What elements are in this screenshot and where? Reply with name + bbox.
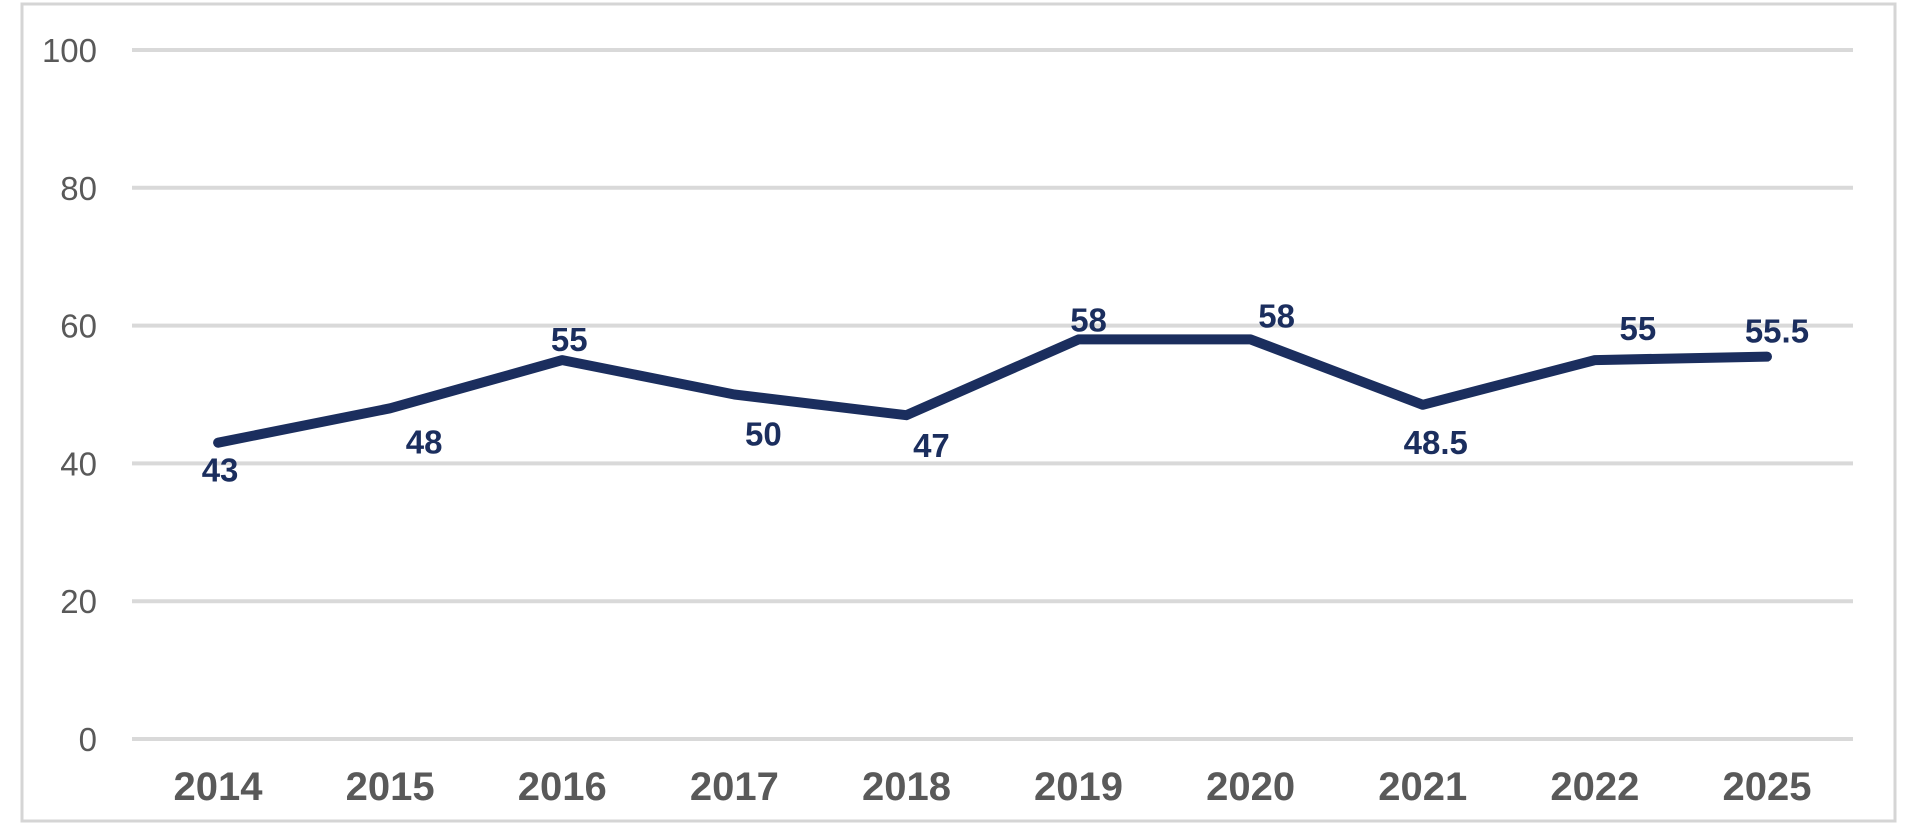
- y-axis-tick-label: 20: [60, 583, 97, 620]
- data-label: 55.5: [1745, 313, 1809, 350]
- x-axis-label: 2019: [1034, 765, 1123, 809]
- x-axis-labels: 2014 2015 2016 2017 2018 2019 2020 2021 2022 2025: [174, 765, 1812, 809]
- data-label: 55: [1619, 310, 1656, 347]
- chart-border: [20, 2, 1897, 823]
- y-axis-tick-label: 0: [79, 721, 97, 758]
- y-axis-tick-labels: 0 20 40 60 80 100: [42, 32, 97, 758]
- y-axis-tick-label: 60: [60, 308, 97, 345]
- y-axis-tick-label: 100: [42, 32, 97, 69]
- x-axis-label: 2015: [346, 765, 435, 809]
- x-axis-label: 2022: [1550, 765, 1639, 809]
- data-label: 48.5: [1404, 424, 1468, 461]
- x-axis-label: 2016: [518, 765, 607, 809]
- data-label: 43: [202, 452, 239, 489]
- x-axis-label: 2017: [690, 765, 779, 809]
- data-label: 47: [913, 427, 950, 464]
- series-line: [213, 334, 1772, 448]
- y-axis-tick-label: 80: [60, 170, 97, 207]
- x-axis-label: 2025: [1722, 765, 1811, 809]
- series-group: [213, 334, 1772, 448]
- data-labels: 43 48 55 50 47 58 58 48.5 55 55.5: [202, 297, 1809, 488]
- y-axis-tick-label: 40: [60, 445, 97, 482]
- x-axis-label: 2014: [174, 765, 264, 809]
- data-label: 55: [551, 321, 588, 358]
- x-axis-label: 2020: [1206, 765, 1295, 809]
- gridlines: [132, 48, 1853, 741]
- x-axis-label: 2021: [1378, 765, 1467, 809]
- x-axis-label: 2018: [862, 765, 951, 809]
- data-label: 58: [1258, 297, 1295, 334]
- data-label: 58: [1070, 301, 1107, 338]
- data-label: 48: [406, 423, 443, 460]
- data-label: 50: [745, 416, 782, 453]
